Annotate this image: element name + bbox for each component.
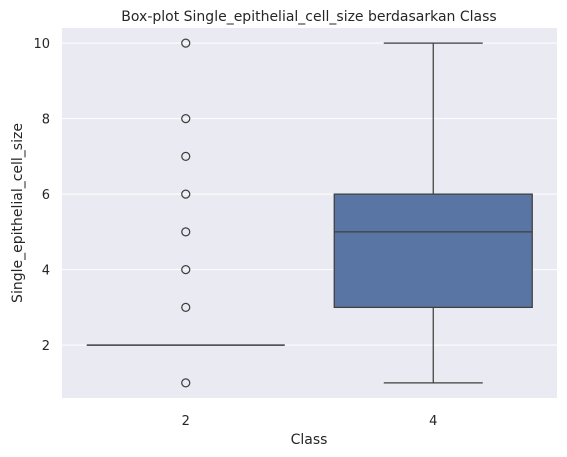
outlier-point <box>181 189 191 199</box>
outlier-point <box>181 302 191 313</box>
y-axis-ticks: 2 4 6 8 10 <box>33 37 50 354</box>
y-tick-label: 8 <box>42 113 50 128</box>
box-plot-2 <box>86 38 285 388</box>
x-axis-label: Class <box>291 432 328 448</box>
box-plots <box>86 38 533 388</box>
y-tick-label: 4 <box>42 264 50 279</box>
y-axis-label: Single_epithelial_cell_size <box>10 123 26 303</box>
box-plot-4 <box>333 42 533 384</box>
y-tick-label: 10 <box>33 37 50 52</box>
x-tick-label: 4 <box>429 414 437 429</box>
box <box>333 193 533 309</box>
outlier-point <box>181 38 191 48</box>
x-tick-label: 2 <box>182 414 190 429</box>
outlier-point <box>181 113 191 124</box>
y-tick-label: 2 <box>42 339 50 354</box>
outlier-point <box>181 378 191 388</box>
chart-title: Box-plot Single_epithelial_cell_size ber… <box>121 9 496 25</box>
y-tick-label: 6 <box>42 188 50 203</box>
outlier-point <box>181 227 191 237</box>
outlier-point <box>181 265 191 275</box>
outlier-point <box>181 151 191 161</box>
